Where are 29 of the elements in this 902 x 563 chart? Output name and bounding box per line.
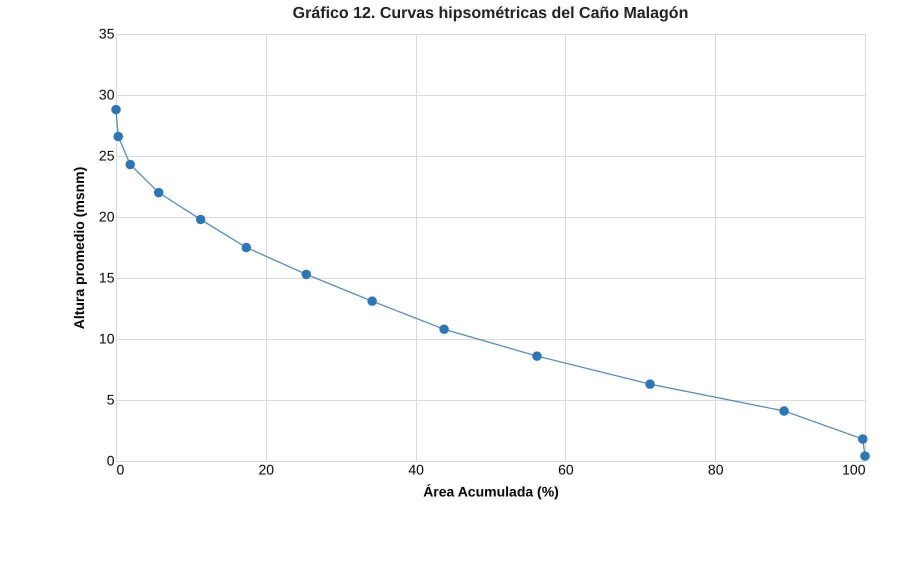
y-tick-label: 20 — [98, 208, 115, 224]
y-tick-label: 35 — [98, 26, 115, 42]
point — [111, 104, 121, 114]
x-axis-title: Área Acumulada (%) — [423, 484, 559, 500]
point — [858, 434, 868, 444]
x-tick-label: 40 — [408, 462, 424, 478]
y-tick-label: 15 — [98, 270, 115, 286]
x-tick-label: 60 — [558, 462, 574, 478]
x-tick-label: 20 — [258, 462, 274, 478]
point — [114, 132, 123, 142]
point — [196, 214, 206, 224]
point — [532, 351, 542, 361]
chart-title: Gráfico 12. Curvas hipsométricas del Caño Malagón — [292, 5, 688, 22]
x-tick-label: 80 — [708, 462, 724, 478]
y-tick-label: 10 — [98, 330, 115, 346]
point — [439, 324, 449, 334]
point — [242, 242, 252, 252]
point — [302, 270, 311, 280]
y-axis-title: Altura promedio (msnm) — [70, 166, 87, 330]
point — [779, 406, 789, 416]
y-tick-label: 25 — [98, 148, 115, 164]
point — [860, 451, 870, 461]
point — [154, 188, 164, 198]
point — [125, 160, 135, 170]
point — [367, 296, 377, 306]
y-tick-label: 5 — [106, 392, 115, 408]
x-tick-label: 100 — [842, 462, 866, 478]
point — [645, 379, 655, 389]
y-tick-label: 30 — [98, 86, 115, 102]
